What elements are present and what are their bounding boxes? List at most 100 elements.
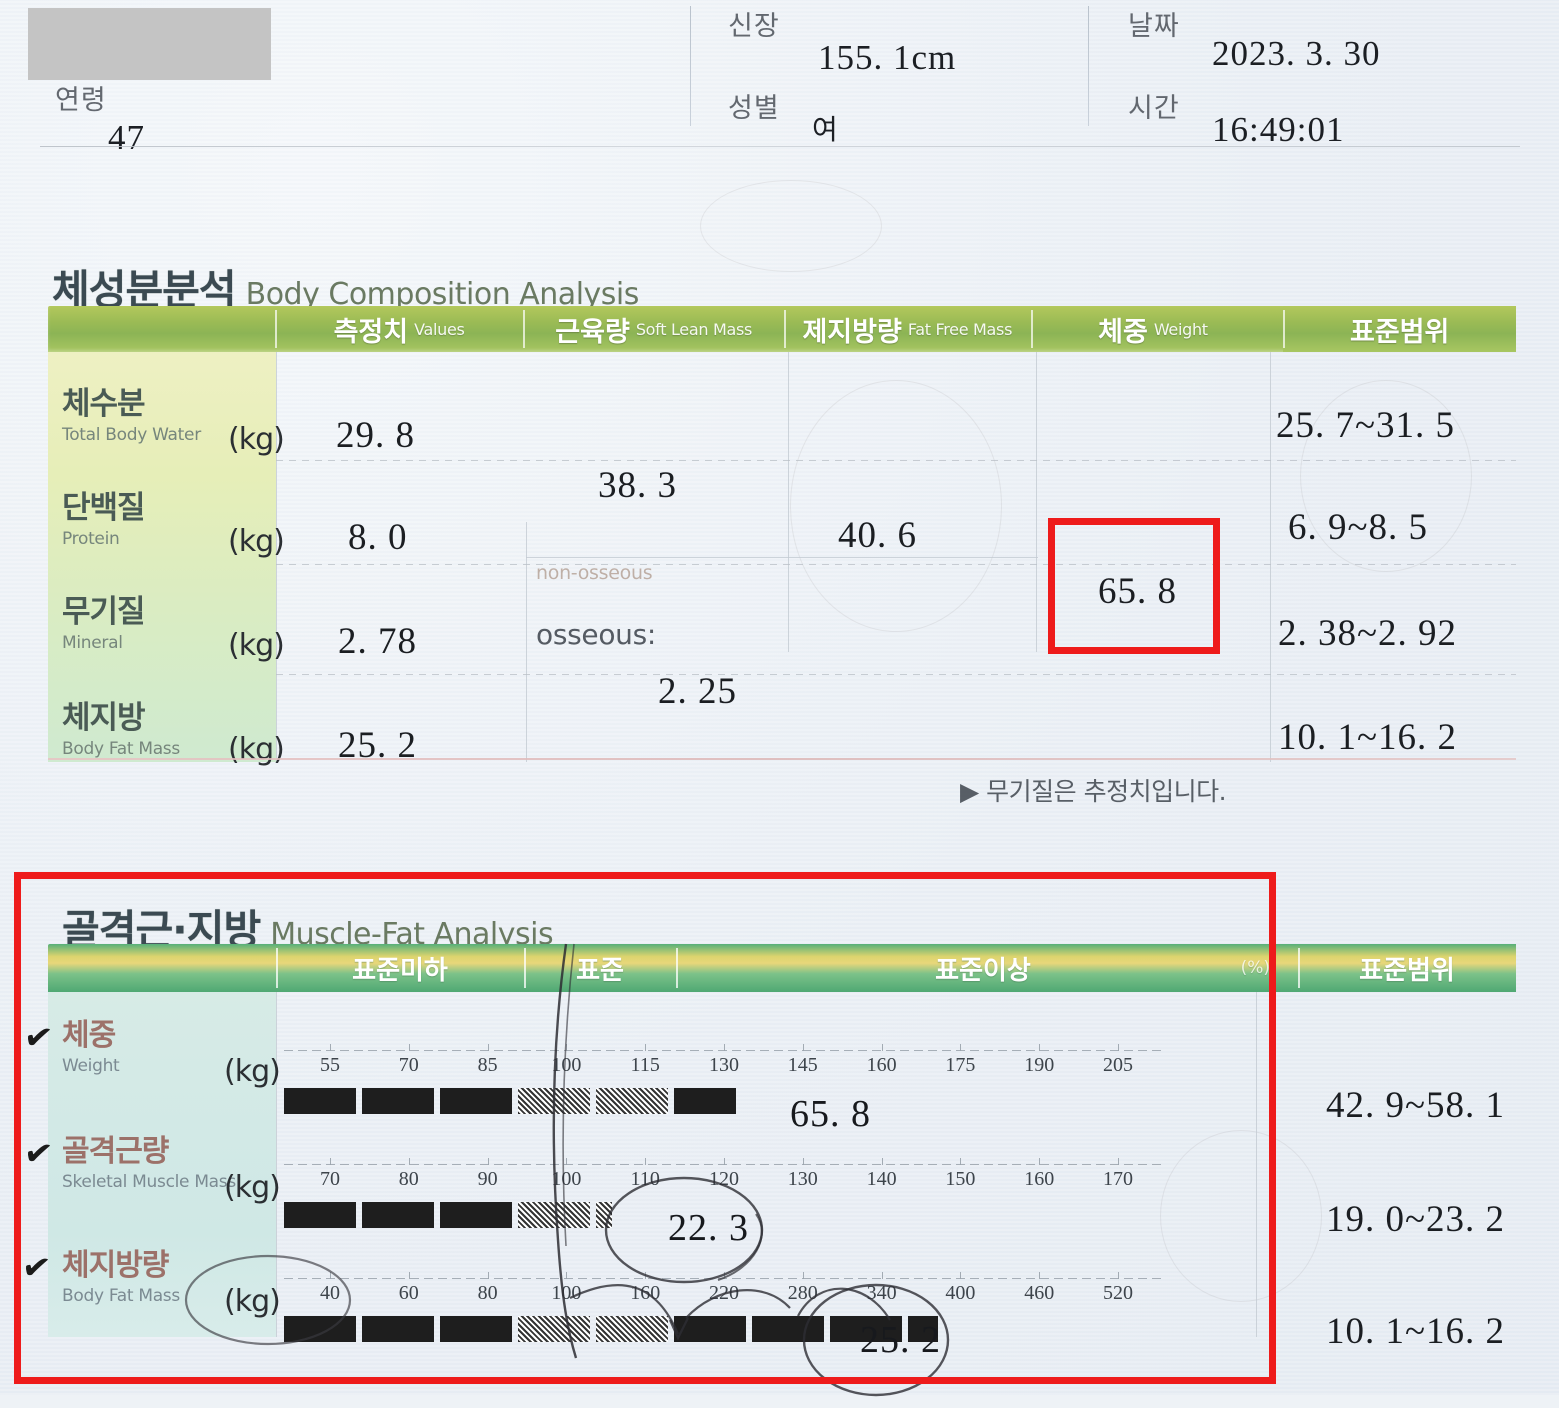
axis-tick: 70 xyxy=(398,1054,419,1076)
redaction-box xyxy=(28,8,271,80)
axis-tick-mark xyxy=(645,1158,647,1165)
protein-range: 6. 9~8. 5 xyxy=(1288,507,1429,548)
mf-col-standard: 표준 xyxy=(524,944,676,992)
bar-segment xyxy=(362,1316,434,1342)
height-value: 155. 1cm xyxy=(818,38,957,77)
vline-ffm xyxy=(788,352,789,652)
col-values-ko: 측정치 xyxy=(333,316,409,348)
tbw-ko: 체수분 xyxy=(62,386,146,422)
col-weight-en: Weight xyxy=(1153,319,1208,339)
axis-tick: 160 xyxy=(1024,1168,1055,1190)
mf-vline-right xyxy=(1256,992,1257,1337)
axis-tick: 80 xyxy=(477,1282,498,1304)
axis-tick-mark xyxy=(724,1158,725,1165)
mf-vline-left xyxy=(276,992,277,1337)
mf-weight-ko: 체중 xyxy=(62,1018,116,1053)
axis-tick: 170 xyxy=(1103,1168,1133,1190)
fat-free-mass-value: 40. 6 xyxy=(838,515,917,556)
axis-tick: 60 xyxy=(398,1282,419,1304)
age-label: 연령 xyxy=(55,85,107,116)
tbw-unit: (kg) xyxy=(228,422,285,457)
mineral-ko: 무기질 xyxy=(62,594,146,630)
soft-lean-mass-value: 38. 3 xyxy=(598,465,677,506)
row-rule-3 xyxy=(276,674,1516,675)
height-label: 신장 xyxy=(728,11,780,42)
pink-rule xyxy=(48,758,1516,760)
body-composition-header-row: 측정치 Values 근육량 Soft Lean Mass 제지방량 Fat Free… xyxy=(48,306,1516,352)
header-divider xyxy=(690,6,691,126)
gender-value: 여 xyxy=(812,113,839,146)
header-rule xyxy=(40,146,1520,147)
col-blank xyxy=(48,306,275,352)
mf-weight-range: 42. 9~58. 1 xyxy=(1326,1085,1506,1126)
bar-segment xyxy=(596,1088,668,1114)
mf-col-standard-range: 표준범위 xyxy=(1298,944,1516,992)
vline-range xyxy=(1270,352,1271,762)
non-osseous-label: non-osseous xyxy=(536,562,653,584)
axis-tick-mark xyxy=(487,1272,489,1279)
mf-weight-en: Weight xyxy=(62,1056,120,1076)
axis-tick-mark xyxy=(1118,1272,1119,1279)
bar-segment xyxy=(284,1202,356,1228)
axis-tick: 400 xyxy=(945,1282,976,1304)
axis-tick: 175 xyxy=(945,1054,976,1076)
axis-tick-mark xyxy=(881,1044,883,1051)
axis-tick: 520 xyxy=(1103,1282,1133,1304)
bar-segment xyxy=(440,1088,512,1114)
axis-tick-mark xyxy=(802,1272,804,1279)
axis-tick-mark xyxy=(1118,1158,1119,1165)
percent-unit-marker: (%) xyxy=(1240,958,1270,978)
mf-bfm-en: Body Fat Mass xyxy=(62,1286,180,1306)
vline-values xyxy=(276,352,277,762)
bfm-en: Body Fat Mass xyxy=(62,739,180,759)
mineral-value: 2. 78 xyxy=(338,621,417,662)
time-label: 시간 xyxy=(1128,93,1180,124)
col-soft-lean-mass: 근육량 Soft Lean Mass xyxy=(523,306,784,352)
gender-label: 성별 xyxy=(728,93,780,124)
axis-tick-mark xyxy=(960,1272,962,1279)
axis-tick: 130 xyxy=(787,1168,818,1190)
row-protein-label: 단백질 Protein xyxy=(62,482,282,549)
mf-smm-en: Skeletal Muscle Mass xyxy=(62,1172,236,1192)
axis-tick: 70 xyxy=(320,1168,340,1190)
protein-unit: (kg) xyxy=(228,524,285,559)
bar-segment xyxy=(440,1316,512,1342)
col-weight: 체중 Weight xyxy=(1030,306,1276,352)
protein-ko: 단백질 xyxy=(62,490,146,526)
axis-tick: 85 xyxy=(477,1054,498,1076)
bar-segment xyxy=(362,1088,434,1114)
axis-tick: 140 xyxy=(866,1168,897,1190)
mineral-footnote: ▶ 무기질은 추정치입니다. xyxy=(960,777,1227,806)
col-slm-ko: 근육량 xyxy=(555,316,630,348)
weight-highlight-annotation xyxy=(1048,518,1220,654)
bar-segment xyxy=(284,1088,356,1114)
mf-col-below-standard: 표준미하 xyxy=(276,944,524,992)
slm-inner-rule xyxy=(526,557,1038,558)
col-ffm-ko: 제지방량 xyxy=(802,316,902,348)
protein-value: 8. 0 xyxy=(348,517,408,558)
body-composition-table: 측정치 Values 근육량 Soft Lean Mass 제지방량 Fat Free… xyxy=(48,306,1516,767)
axis-tick-mark xyxy=(960,1044,962,1051)
mf-row-skeletal-label: 골격근량 Skeletal Muscle Mass xyxy=(62,1126,292,1192)
mf-bfm-ko: 체지방량 xyxy=(62,1248,169,1283)
col-standard-range: 표준범위 xyxy=(1283,306,1516,352)
axis-tick-mark xyxy=(408,1044,410,1051)
axis-tick: 460 xyxy=(1024,1282,1055,1304)
bfm-ko: 체지방 xyxy=(62,700,146,736)
axis-tick: 205 xyxy=(1103,1054,1133,1076)
col-weight-ko: 체중 xyxy=(1098,316,1148,348)
mf-row-bodyfat-label: 체지방량 Body Fat Mass xyxy=(62,1240,292,1306)
axis-tick: 55 xyxy=(320,1054,340,1076)
axis-tick: 115 xyxy=(630,1054,660,1076)
muscle-fat-section-highlight-annotation xyxy=(14,872,1276,1384)
axis-tick: 150 xyxy=(945,1168,976,1190)
tbw-en: Total Body Water xyxy=(62,425,201,445)
col-values: 측정치 Values xyxy=(274,306,524,352)
mf-smm-ko: 골격근량 xyxy=(62,1134,169,1169)
axis-tick: 145 xyxy=(787,1054,818,1076)
axis-tick-mark xyxy=(487,1044,489,1051)
axis-tick-mark xyxy=(881,1272,883,1279)
col-range-ko: 표준범위 xyxy=(1349,316,1450,348)
mf-smm-range: 19. 0~23. 2 xyxy=(1326,1199,1506,1240)
col-fat-free-mass: 제지방량 Fat Free Mass xyxy=(783,306,1031,352)
